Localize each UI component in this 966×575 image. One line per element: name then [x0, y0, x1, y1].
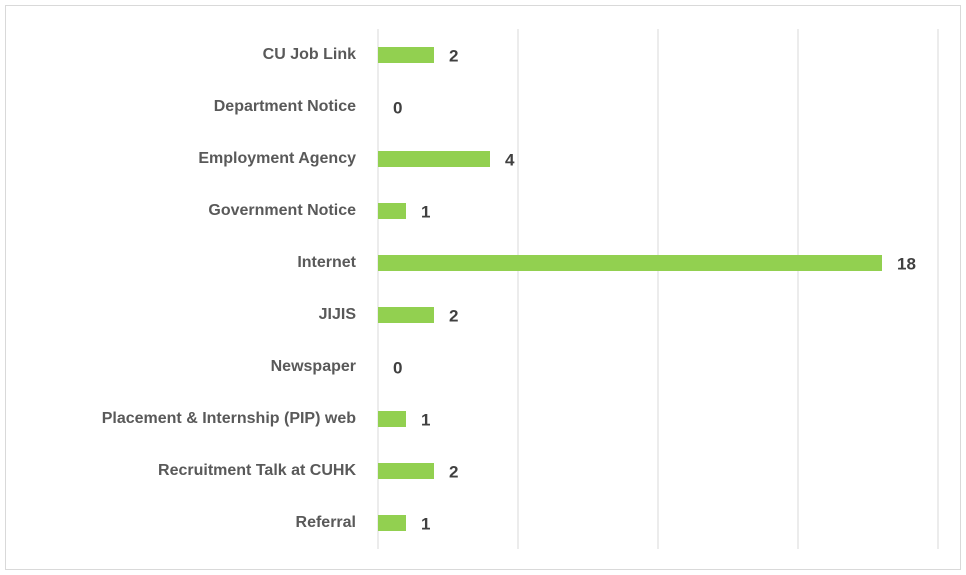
bar — [378, 47, 434, 63]
value-label: 18 — [897, 254, 916, 273]
bar — [378, 463, 434, 479]
bar — [378, 515, 406, 531]
y-tick-label: Newspaper — [271, 358, 356, 375]
value-label: 2 — [449, 46, 458, 65]
bar — [378, 151, 490, 167]
value-label: 1 — [421, 410, 430, 429]
chart-frame — [5, 5, 961, 570]
y-tick-label: Referral — [296, 514, 356, 531]
bar — [378, 307, 434, 323]
value-label: 2 — [449, 306, 458, 325]
y-tick-label: JIJIS — [319, 306, 357, 323]
y-tick-label: Recruitment Talk at CUHK — [158, 462, 356, 479]
y-tick-label: Employment Agency — [198, 150, 356, 167]
y-tick-label: CU Job Link — [263, 46, 356, 63]
y-tick-label: Placement & Internship (PIP) web — [102, 410, 357, 427]
y-tick-label: Government Notice — [208, 202, 356, 219]
value-label: 1 — [421, 202, 430, 221]
y-tick-label: Internet — [297, 254, 356, 271]
bar — [378, 203, 406, 219]
value-label: 0 — [393, 98, 402, 117]
value-label: 2 — [449, 462, 458, 481]
value-label: 4 — [505, 150, 515, 169]
value-label: 0 — [393, 358, 402, 377]
bar — [378, 255, 882, 271]
y-tick-label: Department Notice — [214, 98, 356, 115]
value-label: 1 — [421, 514, 430, 533]
bar — [378, 411, 406, 427]
